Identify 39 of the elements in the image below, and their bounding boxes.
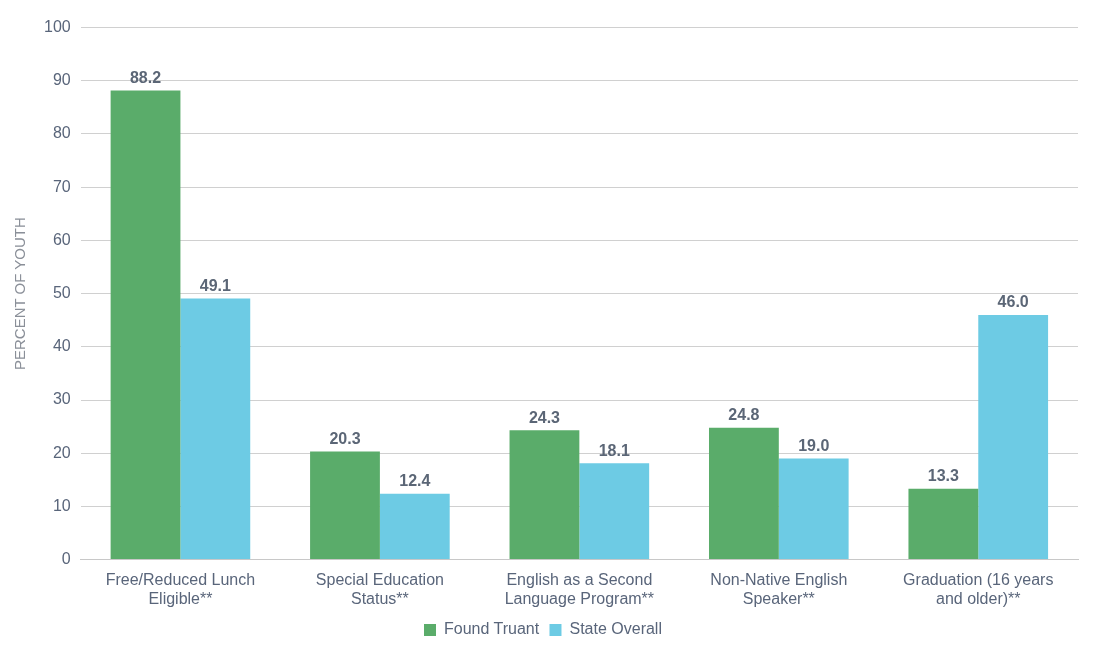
y-tick-label: 20 [52,443,71,461]
x-tick-label: Graduation (16 years and older)** [903,570,1054,607]
x-tick-label: Free/Reduced Lunch Eligible** [105,570,256,607]
data-label: 46.0 [997,293,1029,311]
x-tick-label: Non-Native English Speaker** [710,570,848,607]
data-label: 24.3 [528,408,561,426]
legend-label: State Overall [569,620,662,638]
data-label: 49.1 [199,276,231,294]
bar [978,314,1049,560]
bar [908,488,979,560]
bar [110,90,181,560]
bar [310,451,380,560]
y-tick-label: 80 [52,124,71,142]
y-tick-label: 50 [52,284,71,302]
data-label: 13.3 [927,467,960,485]
y-tick-label: 0 [61,550,71,568]
y-tick-label: 30 [52,390,71,408]
bar [579,463,650,560]
y-tick-label: 90 [52,71,71,89]
bar [709,427,779,560]
y-tick-label: 40 [52,337,71,355]
data-label: 19.0 [798,436,830,454]
data-label: 24.8 [728,406,760,424]
bar [778,458,849,560]
y-tick-label: 60 [52,230,71,248]
bar [180,298,251,560]
x-tick-label: Special Education Status** [315,570,444,607]
data-label: 88.2 [129,68,162,86]
y-axis-title: PERCENT OF YOUTH [11,217,29,371]
x-tick-label: English as a Second Language Program** [504,570,655,607]
y-tick-label: 70 [52,177,71,195]
data-label: 20.3 [329,430,361,448]
y-tick-label: 10 [52,496,71,514]
bar [509,430,580,560]
y-tick-label: 100 [43,18,71,36]
data-label: 12.4 [399,472,431,490]
data-label: 18.1 [598,441,630,459]
bar [379,493,450,560]
legend-label: Found Truant [444,620,540,638]
